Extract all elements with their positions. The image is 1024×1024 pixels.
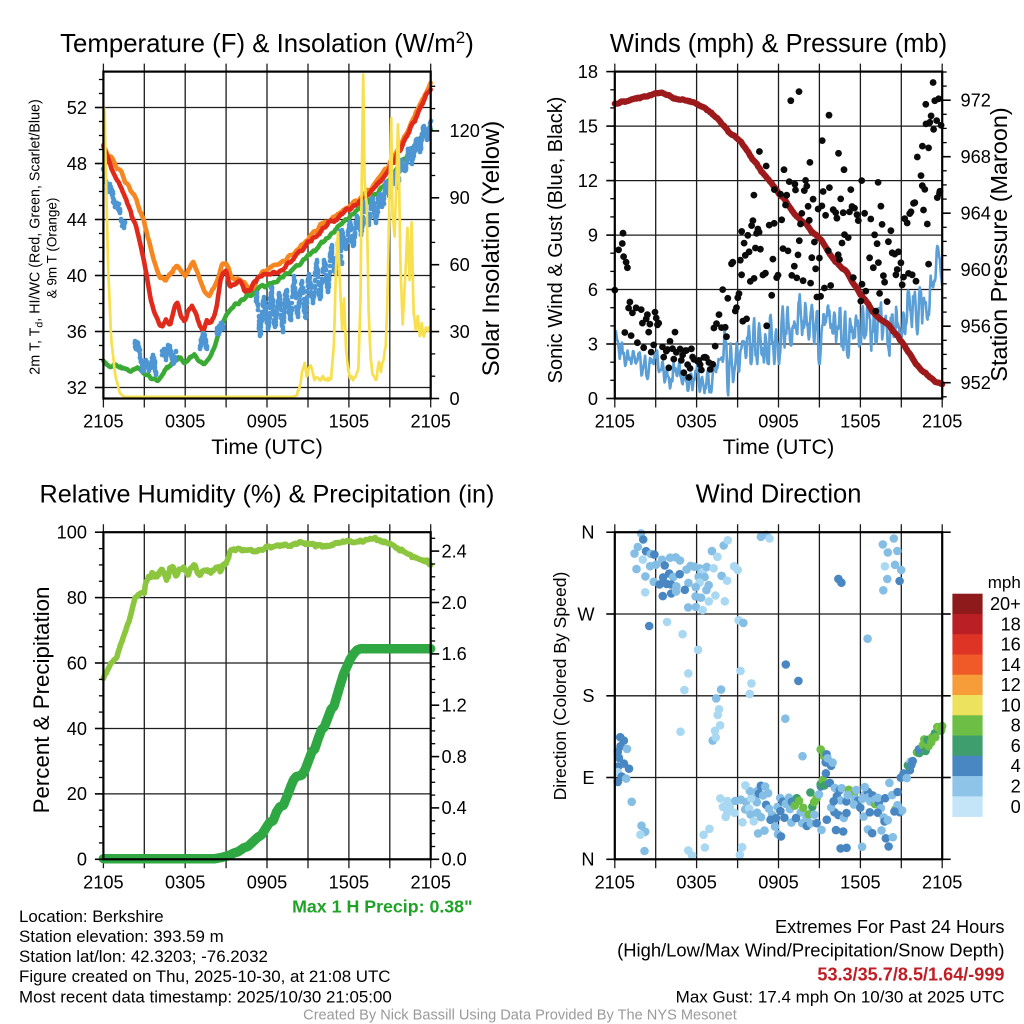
svg-text:40: 40 [67,266,87,286]
svg-text:964: 964 [961,204,991,224]
svg-text:Max 1 H Precip: 0.38": Max 1 H Precip: 0.38" [292,897,472,917]
svg-text:Most recent data timestamp: 20: Most recent data timestamp: 2025/10/30 2… [19,988,392,1007]
svg-text:Time (UTC): Time (UTC) [211,435,322,459]
svg-text:2: 2 [1011,777,1021,797]
svg-text:2105: 2105 [922,412,962,432]
svg-text:956: 956 [961,317,991,337]
svg-text:0: 0 [588,389,598,409]
svg-text:52: 52 [67,98,87,118]
svg-text:0: 0 [1011,797,1021,817]
svg-text:Max Gust: 17.4 mph On 10/30 at: Max Gust: 17.4 mph On 10/30 at 2025 UTC [676,988,1005,1007]
svg-text:2105: 2105 [595,412,635,432]
svg-text:952: 952 [961,373,991,393]
svg-text:2105: 2105 [83,412,123,432]
svg-text:S: S [582,686,594,706]
svg-text:2m T, Td, HI/WC (Red, Green, S: 2m T, Td, HI/WC (Red, Green, Scarlet/Blu… [28,99,46,374]
svg-text:N: N [581,850,594,870]
svg-text:0.4: 0.4 [442,798,467,818]
svg-text:Station Pressure (Maroon): Station Pressure (Maroon) [986,107,1012,381]
svg-text:30: 30 [450,322,470,342]
svg-text:Figure created on Thu, 2025-10: Figure created on Thu, 2025-10-30, at 21… [19,967,391,986]
svg-text:0.8: 0.8 [442,747,467,767]
svg-text:960: 960 [961,260,991,280]
svg-text:12: 12 [578,171,598,191]
svg-text:W: W [577,604,595,624]
svg-text:972: 972 [961,91,991,111]
svg-text:N: N [581,523,594,543]
svg-text:(High/Low/Max Wind/Precipitati: (High/Low/Max Wind/Precipitation/Snow De… [617,940,1004,961]
svg-text:60: 60 [67,653,87,673]
svg-text:1.2: 1.2 [442,696,467,716]
svg-text:44: 44 [67,210,87,230]
svg-text:mph: mph [988,573,1021,592]
svg-text:15: 15 [578,116,598,136]
svg-text:2105: 2105 [595,873,635,893]
svg-text:20: 20 [67,784,87,804]
svg-text:48: 48 [67,154,87,174]
svg-text:2105: 2105 [922,873,962,893]
svg-text:0305: 0305 [165,412,205,432]
svg-text:Solar Insolation (Yellow): Solar Insolation (Yellow) [478,121,505,376]
svg-text:8: 8 [1011,716,1021,736]
svg-text:18: 18 [1001,614,1021,634]
svg-text:0905: 0905 [758,412,798,432]
svg-text:6: 6 [588,280,598,300]
svg-text:Wind Direction: Wind Direction [696,481,862,509]
svg-text:2105: 2105 [410,412,450,432]
svg-text:0905: 0905 [758,873,798,893]
svg-text:18: 18 [578,62,598,82]
svg-text:Relative Humidity (%) & Precip: Relative Humidity (%) & Precipitation (i… [40,481,495,509]
svg-text:Location: Berkshire: Location: Berkshire [19,907,164,926]
svg-text:Station lat/lon: 42.3203; -76.: Station lat/lon: 42.3203; -76.2032 [19,947,268,966]
svg-text:2.4: 2.4 [442,541,467,561]
svg-text:0305: 0305 [165,873,205,893]
svg-text:E: E [582,768,594,788]
svg-text:Sonic Wind & Gust (Blue, Black: Sonic Wind & Gust (Blue, Black) [545,97,567,384]
svg-text:0305: 0305 [676,412,716,432]
svg-text:1505: 1505 [840,412,880,432]
svg-text:Time (UTC): Time (UTC) [723,435,834,459]
svg-text:1505: 1505 [329,412,369,432]
svg-text:Extremes For Past 24 Hours: Extremes For Past 24 Hours [775,917,1004,937]
svg-text:0905: 0905 [247,412,287,432]
svg-text:Winds (mph) & Pressure (mb): Winds (mph) & Pressure (mb) [610,30,947,58]
svg-text:90: 90 [450,188,470,208]
svg-text:Percent & Precipitation: Percent & Precipitation [29,587,54,814]
svg-text:40: 40 [67,719,87,739]
svg-text:Temperature (F) & Insolation (: Temperature (F) & Insolation (W/m2) [60,28,474,58]
svg-text:1505: 1505 [840,873,880,893]
svg-text:14: 14 [1001,655,1021,675]
svg-text:80: 80 [67,588,87,608]
svg-text:16: 16 [1001,635,1021,655]
svg-text:100: 100 [57,523,87,543]
svg-text:Created By Nick Bassill Using: Created By Nick Bassill Using Data Provi… [303,1008,737,1024]
svg-text:10: 10 [1001,696,1021,716]
svg-text:53.3/35.7/8.5/1.64/-999: 53.3/35.7/8.5/1.64/-999 [817,965,1004,985]
svg-text:& 9m T (Orange): & 9m T (Orange) [45,198,60,299]
svg-text:0: 0 [450,389,460,409]
svg-text:2105: 2105 [83,873,123,893]
svg-text:12: 12 [1001,675,1021,695]
svg-text:120: 120 [450,121,480,141]
svg-text:20+: 20+ [990,594,1021,614]
svg-text:36: 36 [67,322,87,342]
svg-text:32: 32 [67,378,87,398]
svg-text:Station elevation: 393.59 m: Station elevation: 393.59 m [19,927,224,946]
svg-text:0305: 0305 [676,873,716,893]
svg-text:2105: 2105 [410,873,450,893]
svg-text:3: 3 [588,334,598,354]
svg-text:968: 968 [961,147,991,167]
svg-text:4: 4 [1011,756,1021,776]
svg-text:1.6: 1.6 [442,644,467,664]
svg-text:1505: 1505 [329,873,369,893]
svg-text:60: 60 [450,255,470,275]
svg-text:0905: 0905 [247,873,287,893]
svg-text:2.0: 2.0 [442,593,467,613]
svg-text:Direction (Colored By Speed): Direction (Colored By Speed) [550,572,570,801]
svg-text:0.0: 0.0 [442,850,467,870]
svg-text:0: 0 [77,850,87,870]
svg-text:9: 9 [588,225,598,245]
svg-text:6: 6 [1011,736,1021,756]
